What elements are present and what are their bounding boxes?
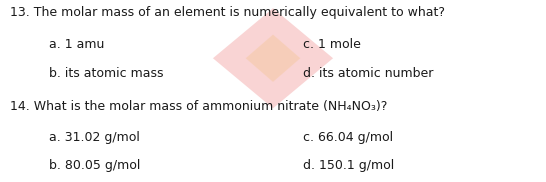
Text: b. its atomic mass: b. its atomic mass xyxy=(49,67,164,80)
Text: d. its atomic number: d. its atomic number xyxy=(303,67,434,80)
Polygon shape xyxy=(246,35,300,82)
Text: a. 31.02 g/mol: a. 31.02 g/mol xyxy=(49,131,140,144)
Text: c. 1 mole: c. 1 mole xyxy=(303,38,361,51)
Text: 13. The molar mass of an element is numerically equivalent to what?: 13. The molar mass of an element is nume… xyxy=(10,6,445,19)
Polygon shape xyxy=(213,8,333,108)
Text: d. 150.1 g/mol: d. 150.1 g/mol xyxy=(303,159,394,172)
Text: 14. What is the molar mass of ammonium nitrate (NH₄NO₃)?: 14. What is the molar mass of ammonium n… xyxy=(10,100,387,113)
Text: b. 80.05 g/mol: b. 80.05 g/mol xyxy=(49,159,140,172)
Text: c. 66.04 g/mol: c. 66.04 g/mol xyxy=(303,131,393,144)
Text: a. 1 amu: a. 1 amu xyxy=(49,38,104,51)
